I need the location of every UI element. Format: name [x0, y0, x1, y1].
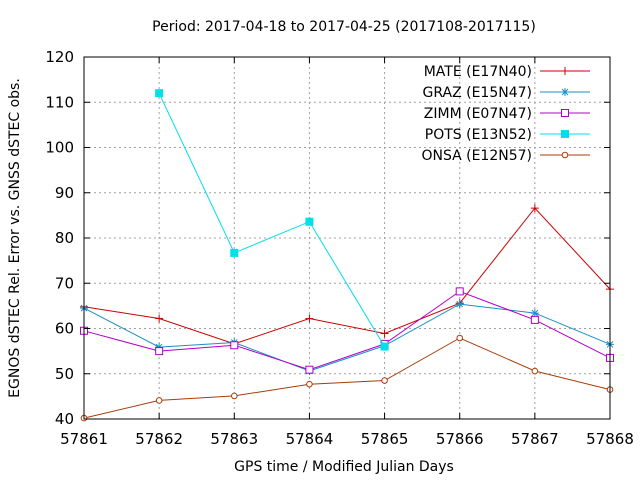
legend-item: MATE (E17N40) — [424, 64, 590, 80]
legend-swatch-marker — [561, 151, 569, 159]
y-tick-label: 110 — [45, 93, 74, 111]
series-line — [158, 92, 386, 347]
series-line — [83, 290, 611, 371]
y-tick-label: 100 — [45, 139, 74, 157]
data-point — [306, 380, 313, 388]
series-zimm — [80, 287, 614, 374]
series-line — [83, 303, 611, 372]
data-point — [530, 309, 539, 318]
series-pots — [155, 89, 389, 351]
y-tick-label: 60 — [55, 320, 74, 338]
legend-label: MATE (E17N40) — [424, 64, 532, 80]
x-tick-label: 57867 — [511, 430, 559, 448]
data-point — [155, 347, 164, 356]
x-tick-label: 57868 — [586, 430, 634, 448]
x-tick-label: 57861 — [60, 430, 108, 448]
y-tick-label: 120 — [45, 48, 74, 66]
data-point — [305, 365, 314, 374]
legend-swatch-marker — [561, 67, 569, 75]
legend-label: GRAZ (E15N47) — [423, 85, 533, 101]
series-line — [83, 207, 611, 345]
data-point — [230, 341, 239, 350]
data-point — [230, 392, 238, 400]
legend-item: GRAZ (E15N47) — [423, 85, 590, 101]
y-tick-label: 50 — [55, 365, 74, 383]
chart-title: Period: 2017-04-18 to 2017-04-25 (201710… — [152, 19, 536, 35]
x-tick-label: 57862 — [135, 430, 183, 448]
y-tick-label: 80 — [55, 229, 74, 247]
data-point — [155, 397, 163, 404]
legend-label: ONSA (E12N57) — [421, 148, 532, 164]
data-point — [455, 300, 464, 309]
data-point — [530, 204, 539, 213]
series-graz — [80, 300, 614, 376]
legend-item: ONSA (E12N57) — [421, 148, 590, 164]
series-onsa — [80, 334, 614, 422]
series-line — [83, 337, 611, 419]
legend-swatch-marker — [561, 88, 569, 96]
legend-label: POTS (E13N52) — [425, 127, 532, 143]
data-point — [456, 334, 464, 342]
data-point — [155, 89, 164, 98]
series-layer — [80, 89, 614, 422]
legend-label: ZIMM (E07N47) — [424, 106, 532, 122]
legend-item: ZIMM (E07N47) — [424, 106, 590, 122]
x-tick-label: 57866 — [436, 430, 484, 448]
data-point — [531, 367, 539, 375]
data-point — [455, 287, 464, 296]
data-point — [380, 342, 389, 351]
data-point — [305, 217, 314, 226]
data-point — [380, 329, 389, 338]
tick-layer: 57861 57862 57863 57864 57865 57866 57867 57868… — [45, 48, 634, 448]
data-point — [155, 314, 164, 323]
data-point — [381, 377, 388, 384]
x-axis-title: GPS time / Modified Julian Days — [234, 459, 454, 475]
legend: MATE (E17N40) GRAZ (E15N47) ZIMM (E07N47) P… — [421, 64, 590, 164]
data-point — [305, 314, 314, 323]
y-axis-title: EGNOS dSTEC Rel. Error vs. GNSS dSTEC ob… — [7, 78, 23, 398]
y-tick-label: 70 — [55, 274, 74, 292]
x-tick-label: 57865 — [361, 430, 409, 448]
y-tick-label: 90 — [55, 184, 74, 202]
x-tick-label: 57863 — [210, 430, 258, 448]
data-point — [530, 315, 539, 324]
y-tick-label: 40 — [55, 410, 74, 428]
legend-item: POTS (E13N52) — [425, 127, 590, 143]
data-point — [230, 248, 239, 257]
grid-layer — [84, 57, 610, 419]
x-tick-label: 57864 — [286, 430, 334, 448]
legend-swatch-marker — [561, 109, 569, 117]
legend-swatch-marker — [561, 130, 569, 138]
series-mate — [80, 204, 614, 348]
